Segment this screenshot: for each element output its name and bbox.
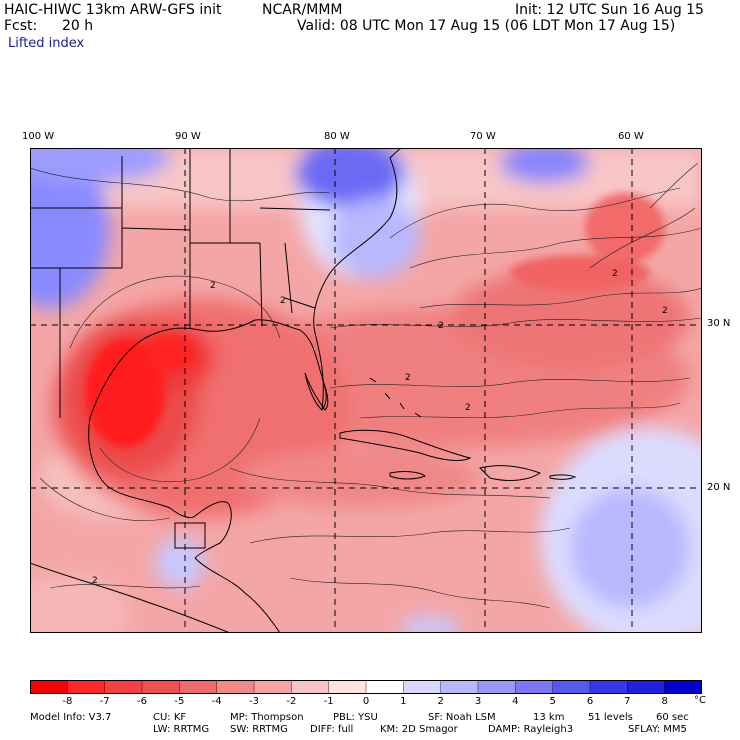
colorbar-swatch bbox=[30, 680, 68, 694]
organization-label: NCAR/MMM bbox=[262, 2, 343, 18]
colorbar-swatch bbox=[254, 680, 292, 694]
graticule bbox=[30, 148, 702, 633]
colorbar-swatch bbox=[104, 680, 143, 694]
contour-label: 2 bbox=[662, 306, 668, 316]
lat-label-20n: 20 N bbox=[707, 482, 731, 493]
forecast-hour: 20 h bbox=[62, 18, 94, 34]
forecast-label: Fcst: bbox=[4, 18, 38, 34]
colorbar-tick-label: -8 bbox=[62, 696, 73, 707]
colorbar-swatch bbox=[664, 680, 702, 694]
lon-label-70w: 70 W bbox=[470, 131, 496, 142]
colorbar-tick-label: 1 bbox=[400, 696, 407, 707]
colorbar bbox=[30, 680, 702, 694]
lon-label-100w: 100 W bbox=[22, 131, 55, 142]
model-title: HAIC-HIWC 13km ARW-GFS init bbox=[4, 2, 222, 18]
colorbar-swatch bbox=[478, 680, 516, 694]
colorbar-tick-label: 7 bbox=[624, 696, 631, 707]
political-boundaries bbox=[30, 148, 577, 633]
colorbar-tick-label: -2 bbox=[286, 696, 297, 707]
field-name: Lifted index bbox=[8, 36, 85, 51]
colorbar-swatch bbox=[440, 680, 479, 694]
colorbar-tick-label: 3 bbox=[474, 696, 482, 707]
colorbar-tick-label: -1 bbox=[323, 696, 334, 707]
colorbar-tick-label: -7 bbox=[99, 696, 110, 707]
model-info-km: KM: 2D Smagor bbox=[380, 724, 458, 735]
model-info-surface-layer: SFLAY: MM5 bbox=[628, 724, 687, 735]
lifted-index-map: 2 2 2 2 2 2 2 2 bbox=[30, 148, 702, 633]
colorbar-tick-label: 8 bbox=[661, 696, 668, 707]
colorbar-tick-label: 4 bbox=[512, 696, 519, 707]
colorbar-tick-label: -3 bbox=[249, 696, 259, 707]
colorbar-swatch bbox=[179, 680, 218, 694]
valid-time: Valid: 08 UTC Mon 17 Aug 15 (06 LDT Mon … bbox=[297, 18, 676, 34]
lon-label-90w: 90 W bbox=[175, 131, 201, 142]
contour-label: 2 bbox=[465, 403, 471, 413]
model-info-shortwave: SW: RRTMG bbox=[230, 724, 288, 735]
colorbar-swatch bbox=[216, 680, 255, 694]
colorbar-swatch bbox=[366, 680, 404, 694]
contour-label: 2 bbox=[438, 321, 444, 331]
colorbar-swatch bbox=[515, 680, 554, 694]
model-info-timestep: 60 sec bbox=[656, 712, 689, 723]
model-info-damping: DAMP: Rayleigh3 bbox=[488, 724, 574, 735]
colorbar-swatch bbox=[627, 680, 666, 694]
colorbar-swatch bbox=[590, 680, 628, 694]
colorbar-tick-label: -4 bbox=[211, 696, 222, 707]
lat-label-30n: 30 N bbox=[707, 318, 731, 329]
colorbar-tick-label: -6 bbox=[137, 696, 147, 707]
contour-label: 2 bbox=[405, 373, 411, 383]
colorbar-tick-label: 5 bbox=[549, 696, 556, 707]
contour-label: 2 bbox=[612, 269, 618, 279]
colorbar-swatch bbox=[67, 680, 106, 694]
lifted-index-contours bbox=[30, 162, 702, 609]
model-info-pbl: PBL: YSU bbox=[333, 712, 378, 723]
colorbar-swatch bbox=[142, 680, 180, 694]
init-time: Init: 12 UTC Sun 16 Aug 15 bbox=[515, 2, 704, 18]
model-info-surface: SF: Noah LSM bbox=[428, 712, 496, 723]
colorbar-tick-label: 6 bbox=[586, 696, 594, 707]
colorbar-swatch bbox=[291, 680, 330, 694]
colorbar-tick-label: -5 bbox=[174, 696, 185, 707]
model-info-diffusion: DIFF: full bbox=[310, 724, 354, 735]
colorbar-swatch bbox=[403, 680, 442, 694]
contour-label: 2 bbox=[210, 281, 216, 291]
lon-label-80w: 80 W bbox=[324, 131, 350, 142]
colorbar-tick-label: 0 bbox=[362, 696, 370, 707]
map-border bbox=[30, 148, 702, 633]
colorbar-unit: °C bbox=[694, 695, 706, 706]
colorbar-swatch bbox=[328, 680, 367, 694]
colorbar-tick-label: 2 bbox=[437, 696, 444, 707]
model-info-longwave: LW: RRTMG bbox=[153, 724, 210, 735]
model-info-version: Model Info: V3.7 bbox=[30, 712, 112, 723]
contour-label: 2 bbox=[280, 296, 286, 306]
lon-label-60w: 60 W bbox=[618, 131, 644, 142]
model-info-cumulus: CU: KF bbox=[153, 712, 187, 723]
model-info-resolution: 13 km bbox=[533, 712, 565, 723]
model-info-levels: 51 levels bbox=[588, 712, 633, 723]
contour-label: 2 bbox=[92, 576, 98, 586]
colorbar-swatch bbox=[552, 680, 591, 694]
model-info-microphysics: MP: Thompson bbox=[230, 712, 304, 723]
